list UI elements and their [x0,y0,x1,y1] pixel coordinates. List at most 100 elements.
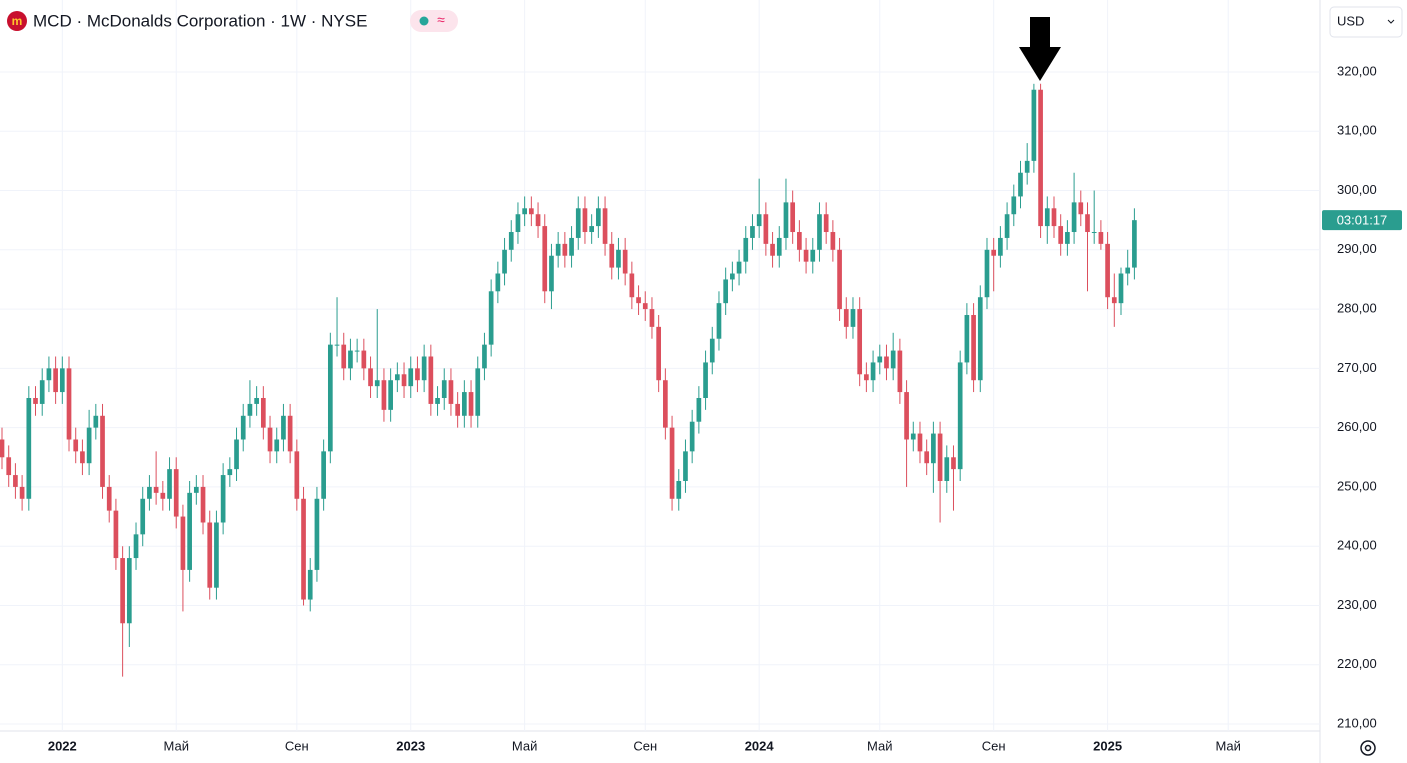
x-tick-label: 2025 [1093,738,1122,753]
candle-body [897,350,903,393]
status-icon: ≈ [437,12,445,28]
candle-body [1011,196,1017,215]
candle-body [388,380,393,410]
candle-body [663,380,668,428]
y-tick-label: 260,00 [1337,419,1377,434]
candle-body [281,415,286,440]
candle-body [689,421,695,452]
candle-body [1065,232,1070,244]
candle-body [59,368,65,393]
candle-body [730,273,735,280]
candle-body [957,362,963,470]
candle-body [354,350,360,352]
x-tick-label: Сен [982,738,1006,753]
candle-body [120,558,125,624]
settings-icon[interactable] [1360,740,1376,756]
y-tick-label: 210,00 [1337,715,1377,730]
candle-body [1132,220,1137,268]
candle-body [703,362,708,398]
candle-body [267,427,273,452]
countdown-box [1322,210,1402,231]
candle-body [535,214,541,227]
candle-body [776,237,782,256]
candle-body [575,208,581,238]
candle-body [964,315,970,363]
y-tick-label: 280,00 [1337,301,1377,316]
candle-body [622,249,628,274]
candle-body [421,356,427,381]
candle-body [763,214,769,244]
candle-body [415,368,420,381]
candle-body [1051,208,1057,227]
currency-select[interactable] [1329,6,1403,38]
candle-body [756,214,762,227]
candle-body [931,433,936,464]
candle-body [743,237,749,262]
x-tick-label: Май [163,738,188,753]
y-tick-label: 250,00 [1337,478,1377,493]
candle-body [488,291,494,345]
candle-body [287,415,293,452]
candle-body [830,232,836,250]
candle-body [716,303,722,339]
dropdown-chevron [1387,19,1395,24]
candle-body [321,451,326,499]
candle-body [153,486,159,493]
candle-body [294,451,300,499]
candle-body [991,249,997,256]
symbol-title: MCD · McDonalds Corporation · 1W · NYSE [33,11,367,30]
candle-body [260,398,266,428]
candle-body [167,469,172,499]
y-tick-label: 320,00 [1337,63,1377,78]
candle-body [790,202,796,233]
candle-body [100,415,105,487]
candle-body [468,392,474,416]
candle-body [910,433,916,440]
candle-body [39,380,45,404]
candle-body [408,368,414,387]
candle-body [1085,214,1090,233]
logo-mark: m [12,14,23,28]
candle-body [1031,89,1037,161]
candle-body [428,356,434,404]
status-dot [419,16,429,26]
candle-body [823,214,829,233]
candle-body [234,439,239,470]
candle-body [113,510,119,559]
candle-body [1125,267,1131,274]
candle-body [589,226,594,233]
candle-body [636,297,641,304]
candle-body [1111,297,1117,304]
candle-body [1078,202,1084,215]
candle-body [6,457,12,476]
candle-body [307,569,313,600]
candle-body [1018,172,1023,197]
candle-body [951,457,956,470]
candle-body [327,344,333,452]
candle-body [649,309,655,327]
candle-body [33,398,38,404]
candle-body [803,249,809,262]
candle-body [0,439,5,458]
candle-body [609,243,615,268]
x-tick-label: 2023 [396,738,425,753]
candle-body [140,498,146,535]
candle-body [629,273,635,298]
candle-body [401,374,407,387]
candle-body [334,344,340,346]
candle-body [80,451,85,464]
candle-body [314,498,320,570]
candle-body [569,237,574,256]
candle-body [998,237,1003,256]
candle-body [46,368,52,381]
candle-body [750,226,755,238]
candle-body [495,273,501,292]
candle-body [19,486,25,499]
status-pill[interactable] [410,10,458,32]
candle-body [361,350,367,369]
candle-body [944,457,950,481]
candle-body [394,374,400,381]
candle-body [676,480,682,499]
candle-body [180,516,186,570]
candle-body [884,356,889,369]
